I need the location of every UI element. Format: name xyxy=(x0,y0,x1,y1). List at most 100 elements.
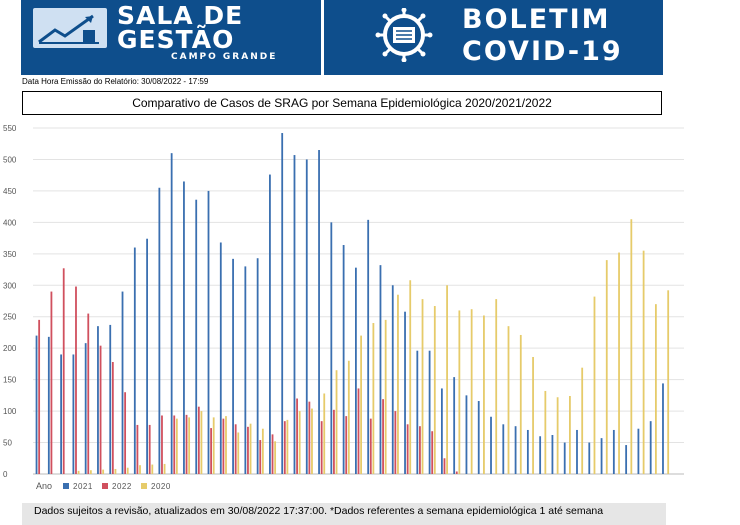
y-tick-label-4: 200 xyxy=(3,344,17,353)
legend-swatch-2020 xyxy=(141,483,147,489)
bar-2022-week-20 xyxy=(271,434,274,474)
srag-bar-chart: 0 50 100 150 200 250 300 350 400 450 500 550 Ano 2021… xyxy=(3,124,684,491)
bar-2020-week-9 xyxy=(139,465,141,474)
bar-2022-week-18 xyxy=(247,426,249,474)
y-tick-label-5: 250 xyxy=(3,313,17,322)
bar-2020-week-41 xyxy=(532,356,534,474)
bar-2021-week-23 xyxy=(305,159,308,474)
bar-2020-week-22 xyxy=(298,411,301,474)
bar-2021-week-10 xyxy=(146,238,148,474)
bar-2021-week-34 xyxy=(440,388,443,474)
bar-2021-week-44 xyxy=(563,442,566,474)
bar-2021-week-45 xyxy=(576,429,578,474)
bar-2022-week-19 xyxy=(259,440,262,474)
bar-2022-week-29 xyxy=(382,399,384,474)
brand-line1: SALA DE xyxy=(117,1,244,30)
bar-2021-week-33 xyxy=(428,350,431,474)
bar-2022-week-13 xyxy=(185,414,188,474)
y-tick-label-10: 500 xyxy=(3,155,17,164)
bar-2020-week-38 xyxy=(495,299,498,474)
bar-2020-week-50 xyxy=(642,250,645,474)
legend-label-2020: 2020 xyxy=(151,482,171,491)
bar-2021-week-31 xyxy=(404,311,406,474)
bar-2021-week-16 xyxy=(219,242,222,474)
brand-line2: GESTÃO xyxy=(117,25,235,54)
banner-divider xyxy=(321,0,324,75)
bar-2020-week-21 xyxy=(286,419,289,474)
bar-2021-week-7 xyxy=(109,324,112,474)
legend-label-2022: 2022 xyxy=(112,482,132,491)
bar-2020-week-46 xyxy=(593,296,596,474)
bar-2022-week-11 xyxy=(161,415,163,474)
bar-2020-week-47 xyxy=(605,260,608,474)
bar-2021-week-24 xyxy=(318,150,320,474)
bar-2021-week-2 xyxy=(47,336,50,474)
bar-2021-week-13 xyxy=(183,181,185,474)
bar-2020-week-48 xyxy=(618,252,620,474)
y-tick-label-6: 300 xyxy=(3,281,17,290)
legend-swatch-2021 xyxy=(63,483,69,489)
bar-2021-week-11 xyxy=(158,187,161,474)
bar-2020-week-4 xyxy=(77,470,80,474)
bar-2021-week-3 xyxy=(60,354,63,474)
bar-2021-week-52 xyxy=(662,383,664,474)
bar-2020-week-14 xyxy=(200,411,203,474)
bar-2022-week-32 xyxy=(419,426,421,474)
bar-2022-week-6 xyxy=(99,345,102,474)
bar-2022-week-2 xyxy=(50,291,53,474)
bar-2022-week-9 xyxy=(136,424,139,474)
bar-2021-week-8 xyxy=(121,291,124,474)
bar-2021-week-29 xyxy=(379,265,382,474)
footer-note: Dados sujeitos a revisão, atualizados em… xyxy=(22,503,666,525)
bar-2022-week-14 xyxy=(197,406,200,474)
bar-2021-week-30 xyxy=(391,285,394,474)
legend-title: Ano xyxy=(36,481,52,491)
y-tick-label-1: 50 xyxy=(3,439,12,448)
bar-2022-week-16 xyxy=(222,418,225,474)
virus-icon xyxy=(375,8,433,62)
y-tick-label-7: 350 xyxy=(3,250,17,259)
bar-2020-week-19 xyxy=(261,428,264,474)
emission-datetime: Data Hora Emissão do Relatório: 30/08/20… xyxy=(22,77,209,86)
bar-2021-week-22 xyxy=(293,155,296,475)
bar-2022-week-8 xyxy=(124,392,127,474)
bar-2022-week-5 xyxy=(87,313,90,474)
bar-2020-week-13 xyxy=(188,417,191,474)
bar-2021-week-36 xyxy=(465,395,468,474)
bar-2021-week-46 xyxy=(588,442,591,474)
bar-2021-week-4 xyxy=(72,354,75,474)
bar-2022-week-17 xyxy=(234,424,237,474)
bar-2021-week-6 xyxy=(97,326,99,474)
bar-2022-week-23 xyxy=(308,401,311,474)
bar-2020-week-32 xyxy=(421,299,424,474)
y-tick-label-0: 0 xyxy=(3,470,8,479)
bar-2020-week-52 xyxy=(667,290,670,474)
bar-2020-week-49 xyxy=(630,219,633,474)
bar-2020-week-45 xyxy=(581,367,584,474)
bar-2021-week-5 xyxy=(84,343,87,474)
bar-2021-week-48 xyxy=(612,429,615,474)
bar-2021-week-25 xyxy=(330,222,333,474)
y-tick-label-11: 550 xyxy=(3,124,17,133)
bar-2022-week-22 xyxy=(296,398,298,474)
bar-2021-week-12 xyxy=(170,153,173,474)
bar-2021-week-39 xyxy=(502,424,505,474)
bulletin-line1: BOLETIM xyxy=(462,4,611,35)
bar-2020-week-6 xyxy=(102,469,105,474)
bar-2020-week-37 xyxy=(483,315,485,474)
bar-2020-week-15 xyxy=(212,417,215,474)
header-banner: SALA DE GESTÃO CAMPO GRANDE BOLETIM COVI… xyxy=(21,0,663,75)
bar-2022-week-24 xyxy=(320,421,323,474)
bar-2022-week-31 xyxy=(406,424,409,474)
bar-2020-week-26 xyxy=(347,360,350,474)
bar-2021-week-51 xyxy=(649,421,652,474)
bar-2022-week-34 xyxy=(443,458,446,474)
bar-2020-week-10 xyxy=(151,464,154,474)
growth-chart-logo-icon xyxy=(33,8,107,48)
bar-2020-week-43 xyxy=(556,397,559,474)
bar-2020-week-33 xyxy=(433,306,436,474)
bar-2021-week-40 xyxy=(514,426,517,474)
bar-2021-week-14 xyxy=(195,199,198,474)
bar-2022-week-12 xyxy=(173,415,176,474)
bar-2021-week-50 xyxy=(637,428,640,474)
